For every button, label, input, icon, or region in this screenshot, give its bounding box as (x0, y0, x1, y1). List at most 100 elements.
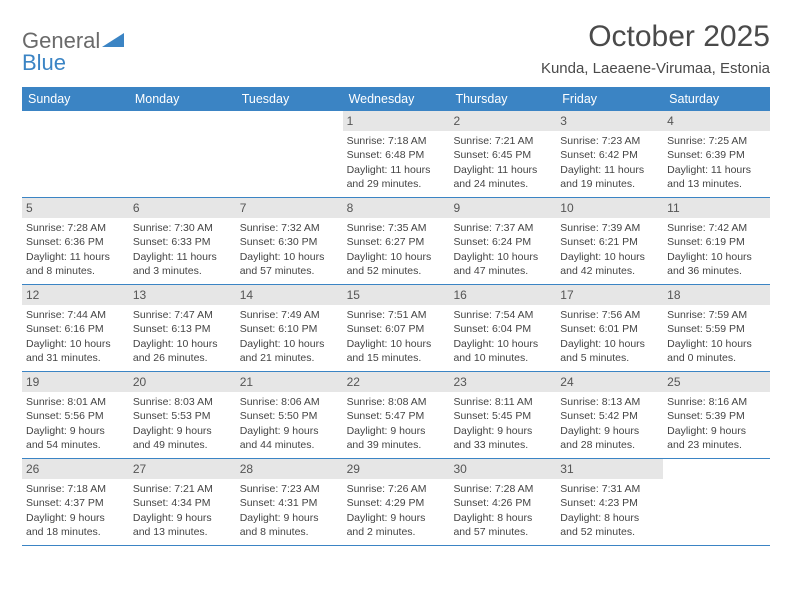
sunset-line: Sunset: 6:36 PM (26, 235, 125, 249)
sunrise-line: Sunrise: 7:42 AM (667, 221, 766, 235)
daylight-line: Daylight: 10 hours and 21 minutes. (240, 337, 339, 365)
day-cell: 15Sunrise: 7:51 AMSunset: 6:07 PMDayligh… (343, 285, 450, 371)
day-header-saturday: Saturday (663, 87, 770, 111)
daylight-line: Daylight: 8 hours and 52 minutes. (560, 511, 659, 539)
daylight-line: Daylight: 9 hours and 8 minutes. (240, 511, 339, 539)
day-number: 16 (449, 285, 556, 305)
daylight-line: Daylight: 10 hours and 57 minutes. (240, 250, 339, 278)
sunset-line: Sunset: 4:23 PM (560, 496, 659, 510)
day-number: 12 (22, 285, 129, 305)
day-header-wednesday: Wednesday (343, 87, 450, 111)
sunrise-line: Sunrise: 7:49 AM (240, 308, 339, 322)
calendar: SundayMondayTuesdayWednesdayThursdayFrid… (22, 87, 770, 546)
sunrise-line: Sunrise: 7:18 AM (26, 482, 125, 496)
day-number: 7 (236, 198, 343, 218)
day-cell: 4Sunrise: 7:25 AMSunset: 6:39 PMDaylight… (663, 111, 770, 197)
day-cell: 24Sunrise: 8:13 AMSunset: 5:42 PMDayligh… (556, 372, 663, 458)
location: Kunda, Laeaene-Virumaa, Estonia (541, 60, 770, 77)
day-number: 3 (556, 111, 663, 131)
daylight-line: Daylight: 11 hours and 8 minutes. (26, 250, 125, 278)
sunset-line: Sunset: 5:53 PM (133, 409, 232, 423)
daylight-line: Daylight: 9 hours and 33 minutes. (453, 424, 552, 452)
week-row: 26Sunrise: 7:18 AMSunset: 4:37 PMDayligh… (22, 459, 770, 546)
day-cell: 25Sunrise: 8:16 AMSunset: 5:39 PMDayligh… (663, 372, 770, 458)
day-cell: 14Sunrise: 7:49 AMSunset: 6:10 PMDayligh… (236, 285, 343, 371)
day-number: 18 (663, 285, 770, 305)
sunrise-line: Sunrise: 7:23 AM (560, 134, 659, 148)
day-cell: 11Sunrise: 7:42 AMSunset: 6:19 PMDayligh… (663, 198, 770, 284)
sunset-line: Sunset: 6:39 PM (667, 148, 766, 162)
logo-triangle-icon (102, 32, 126, 50)
logo-word-blue: Blue (22, 50, 66, 75)
week-row: 19Sunrise: 8:01 AMSunset: 5:56 PMDayligh… (22, 372, 770, 459)
sunset-line: Sunset: 5:47 PM (347, 409, 446, 423)
sunset-line: Sunset: 6:07 PM (347, 322, 446, 336)
day-cell (129, 111, 236, 197)
daylight-line: Daylight: 10 hours and 10 minutes. (453, 337, 552, 365)
weeks-container: 1Sunrise: 7:18 AMSunset: 6:48 PMDaylight… (22, 111, 770, 546)
day-cell: 12Sunrise: 7:44 AMSunset: 6:16 PMDayligh… (22, 285, 129, 371)
sunset-line: Sunset: 5:39 PM (667, 409, 766, 423)
sunset-line: Sunset: 6:19 PM (667, 235, 766, 249)
day-cell: 19Sunrise: 8:01 AMSunset: 5:56 PMDayligh… (22, 372, 129, 458)
daylight-line: Daylight: 11 hours and 13 minutes. (667, 163, 766, 191)
day-number: 10 (556, 198, 663, 218)
day-cell: 21Sunrise: 8:06 AMSunset: 5:50 PMDayligh… (236, 372, 343, 458)
daylight-line: Daylight: 10 hours and 15 minutes. (347, 337, 446, 365)
logo: General Blue (22, 20, 126, 74)
day-number: 8 (343, 198, 450, 218)
sunrise-line: Sunrise: 7:28 AM (26, 221, 125, 235)
daylight-line: Daylight: 9 hours and 18 minutes. (26, 511, 125, 539)
week-row: 5Sunrise: 7:28 AMSunset: 6:36 PMDaylight… (22, 198, 770, 285)
day-number: 13 (129, 285, 236, 305)
sunset-line: Sunset: 6:24 PM (453, 235, 552, 249)
sunset-line: Sunset: 6:01 PM (560, 322, 659, 336)
day-number: 28 (236, 459, 343, 479)
sunrise-line: Sunrise: 7:39 AM (560, 221, 659, 235)
daylight-line: Daylight: 9 hours and 2 minutes. (347, 511, 446, 539)
day-cell: 20Sunrise: 8:03 AMSunset: 5:53 PMDayligh… (129, 372, 236, 458)
day-number: 31 (556, 459, 663, 479)
day-number: 25 (663, 372, 770, 392)
sunset-line: Sunset: 4:31 PM (240, 496, 339, 510)
day-number: 26 (22, 459, 129, 479)
sunrise-line: Sunrise: 7:47 AM (133, 308, 232, 322)
day-number: 22 (343, 372, 450, 392)
day-number: 30 (449, 459, 556, 479)
sunrise-line: Sunrise: 8:08 AM (347, 395, 446, 409)
daylight-line: Daylight: 10 hours and 31 minutes. (26, 337, 125, 365)
day-number: 2 (449, 111, 556, 131)
day-header-row: SundayMondayTuesdayWednesdayThursdayFrid… (22, 87, 770, 111)
sunrise-line: Sunrise: 8:06 AM (240, 395, 339, 409)
day-cell: 13 Sunrise: 7:47 AMSunset: 6:13 PMDayligh… (129, 285, 236, 371)
sunset-line: Sunset: 6:45 PM (453, 148, 552, 162)
title-block: October 2025 Kunda, Laeaene-Virumaa, Est… (541, 20, 770, 77)
sunrise-line: Sunrise: 7:32 AM (240, 221, 339, 235)
daylight-line: Daylight: 11 hours and 3 minutes. (133, 250, 232, 278)
sunrise-line: Sunrise: 7:23 AM (240, 482, 339, 496)
sunset-line: Sunset: 4:29 PM (347, 496, 446, 510)
day-cell: 26Sunrise: 7:18 AMSunset: 4:37 PMDayligh… (22, 459, 129, 545)
sunrise-line: Sunrise: 7:37 AM (453, 221, 552, 235)
sunset-line: Sunset: 6:42 PM (560, 148, 659, 162)
day-cell: 17Sunrise: 7:56 AMSunset: 6:01 PMDayligh… (556, 285, 663, 371)
day-cell: 23Sunrise: 8:11 AMSunset: 5:45 PMDayligh… (449, 372, 556, 458)
sunset-line: Sunset: 6:04 PM (453, 322, 552, 336)
sunrise-line: Sunrise: 8:01 AM (26, 395, 125, 409)
day-cell: 28 Sunrise: 7:23 AMSunset: 4:31 PMDayligh… (236, 459, 343, 545)
daylight-line: Daylight: 10 hours and 52 minutes. (347, 250, 446, 278)
sunset-line: Sunset: 6:48 PM (347, 148, 446, 162)
day-cell: 8Sunrise: 7:35 AMSunset: 6:27 PMDaylight… (343, 198, 450, 284)
daylight-line: Daylight: 10 hours and 36 minutes. (667, 250, 766, 278)
sunrise-line: Sunrise: 7:21 AM (453, 134, 552, 148)
day-number: 5 (22, 198, 129, 218)
day-header-sunday: Sunday (22, 87, 129, 111)
sunset-line: Sunset: 6:13 PM (133, 322, 232, 336)
day-header-thursday: Thursday (449, 87, 556, 111)
day-header-tuesday: Tuesday (236, 87, 343, 111)
daylight-line: Daylight: 10 hours and 26 minutes. (133, 337, 232, 365)
day-number: 6 (129, 198, 236, 218)
sunrise-line: Sunrise: 7:21 AM (133, 482, 232, 496)
day-number: 27 (129, 459, 236, 479)
sunrise-line: Sunrise: 7:31 AM (560, 482, 659, 496)
